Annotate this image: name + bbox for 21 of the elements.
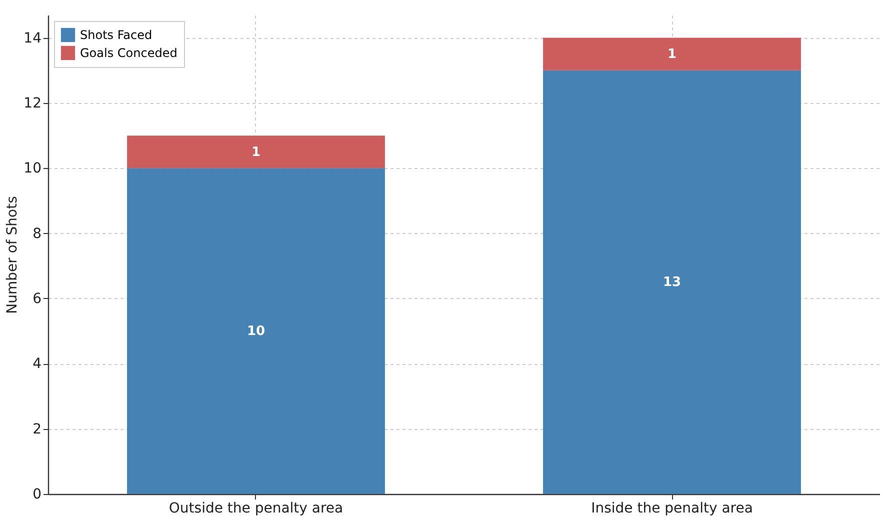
y-axis-title: Number of Shots — [4, 196, 21, 314]
legend-label: Goals Conceded — [80, 46, 178, 60]
data-label: 10 — [246, 324, 266, 340]
y-tick-label: 0 — [32, 486, 42, 502]
data-label: 1 — [251, 144, 261, 160]
y-tick-label: 8 — [32, 226, 42, 242]
y-tick-label: 2 — [32, 421, 42, 438]
y-tick-label: 14 — [24, 30, 42, 46]
bar — [127, 136, 385, 168]
data-label: 13 — [662, 275, 682, 290]
y-tick-label: 10 — [24, 160, 42, 177]
bar — [127, 168, 385, 494]
data-label: 1 — [667, 47, 677, 62]
x-tick-label: Inside the penalty area — [591, 500, 753, 516]
x-tick-label: Outside the penalty area — [168, 500, 344, 516]
y-tick-label: 4 — [32, 356, 42, 372]
bar — [543, 70, 801, 494]
y-tick-label: 6 — [32, 290, 42, 307]
bar — [543, 38, 801, 70]
y-tick-label: 12 — [24, 95, 42, 112]
legend-label: Shots Faced — [80, 28, 152, 42]
